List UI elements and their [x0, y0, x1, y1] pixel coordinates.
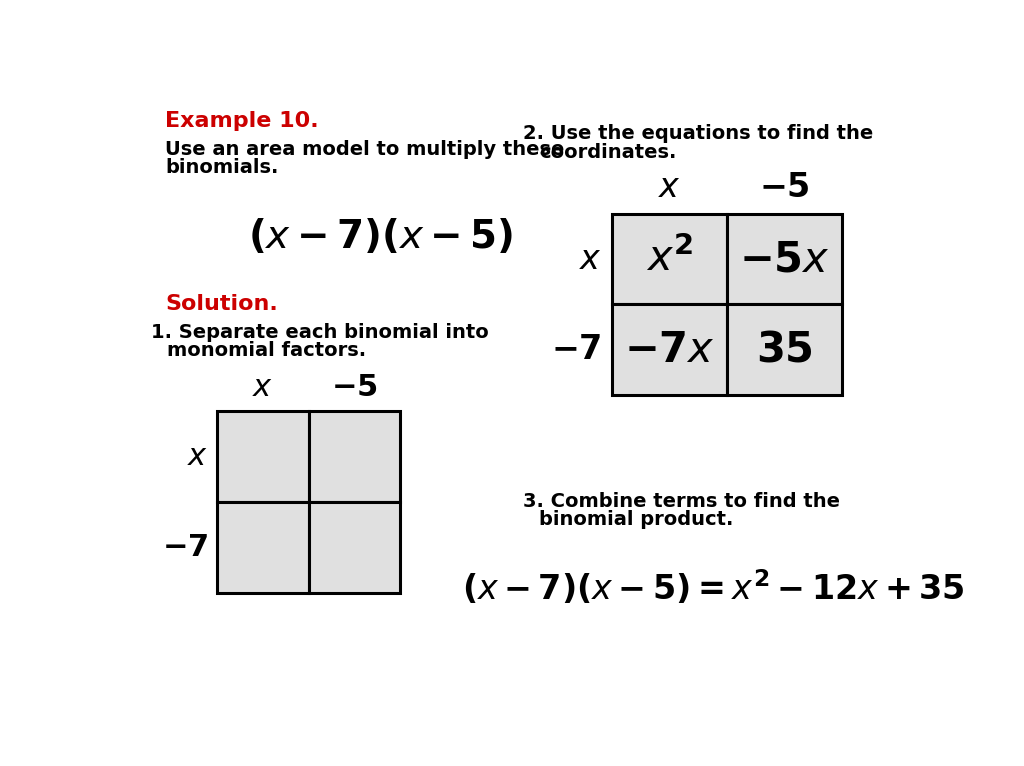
Text: $\mathbf{-7}$: $\mathbf{-7}$ [551, 333, 601, 366]
Bar [217, 411, 308, 502]
Text: Example 10.: Example 10. [165, 111, 318, 131]
Text: $\mathbf{(\mathit{x}-7)(\mathit{x}-5)}$: $\mathbf{(\mathit{x}-7)(\mathit{x}-5)}$ [248, 218, 513, 257]
Text: $\mathbf{\mathit{x}}$: $\mathbf{\mathit{x}}$ [186, 443, 208, 471]
Text: $\mathbf{\mathit{x}}$: $\mathbf{\mathit{x}}$ [579, 243, 601, 276]
Text: $\mathbf{\mathit{x}}$: $\mathbf{\mathit{x}}$ [658, 172, 681, 205]
Text: monomial factors.: monomial factors. [167, 341, 366, 359]
Text: $\mathbf{(\mathit{x}-7)(\mathit{x}-5)=\mathit{x}^{2}-12\mathit{x}+35}$: $\mathbf{(\mathit{x}-7)(\mathit{x}-5)=\m… [462, 568, 965, 607]
Bar [308, 502, 400, 593]
Text: Solution.: Solution. [165, 293, 278, 313]
Text: $\mathbf{-5}$: $\mathbf{-5}$ [331, 373, 378, 402]
Bar [612, 214, 727, 304]
Text: $\mathbf{35}$: $\mathbf{35}$ [756, 329, 813, 371]
Text: Use an area model to multiply these: Use an area model to multiply these [165, 139, 564, 159]
Bar [217, 502, 308, 593]
Text: $\mathbf{-7}$: $\mathbf{-7}$ [162, 533, 208, 562]
Text: $\mathbf{\mathit{x}}$: $\mathbf{\mathit{x}}$ [252, 373, 273, 402]
Text: 2. Use the equations to find the: 2. Use the equations to find the [523, 124, 873, 143]
Text: binomial product.: binomial product. [539, 510, 733, 529]
Bar [727, 304, 842, 395]
Text: $\mathbf{-5}$: $\mathbf{-5}$ [759, 172, 810, 205]
Text: $\mathbf{-5\mathit{x}}$: $\mathbf{-5\mathit{x}}$ [739, 238, 829, 280]
Text: coordinates.: coordinates. [539, 142, 676, 162]
Text: $\mathbf{-7\mathit{x}}$: $\mathbf{-7\mathit{x}}$ [625, 329, 715, 371]
Text: 1. Separate each binomial into: 1. Separate each binomial into [152, 323, 489, 342]
Text: binomials.: binomials. [165, 158, 279, 177]
Text: $\mathbf{\mathit{x}^2}$: $\mathbf{\mathit{x}^2}$ [646, 237, 693, 280]
Text: 3. Combine terms to find the: 3. Combine terms to find the [523, 493, 841, 512]
Bar [612, 304, 727, 395]
Bar [308, 411, 400, 502]
Bar [727, 214, 842, 304]
